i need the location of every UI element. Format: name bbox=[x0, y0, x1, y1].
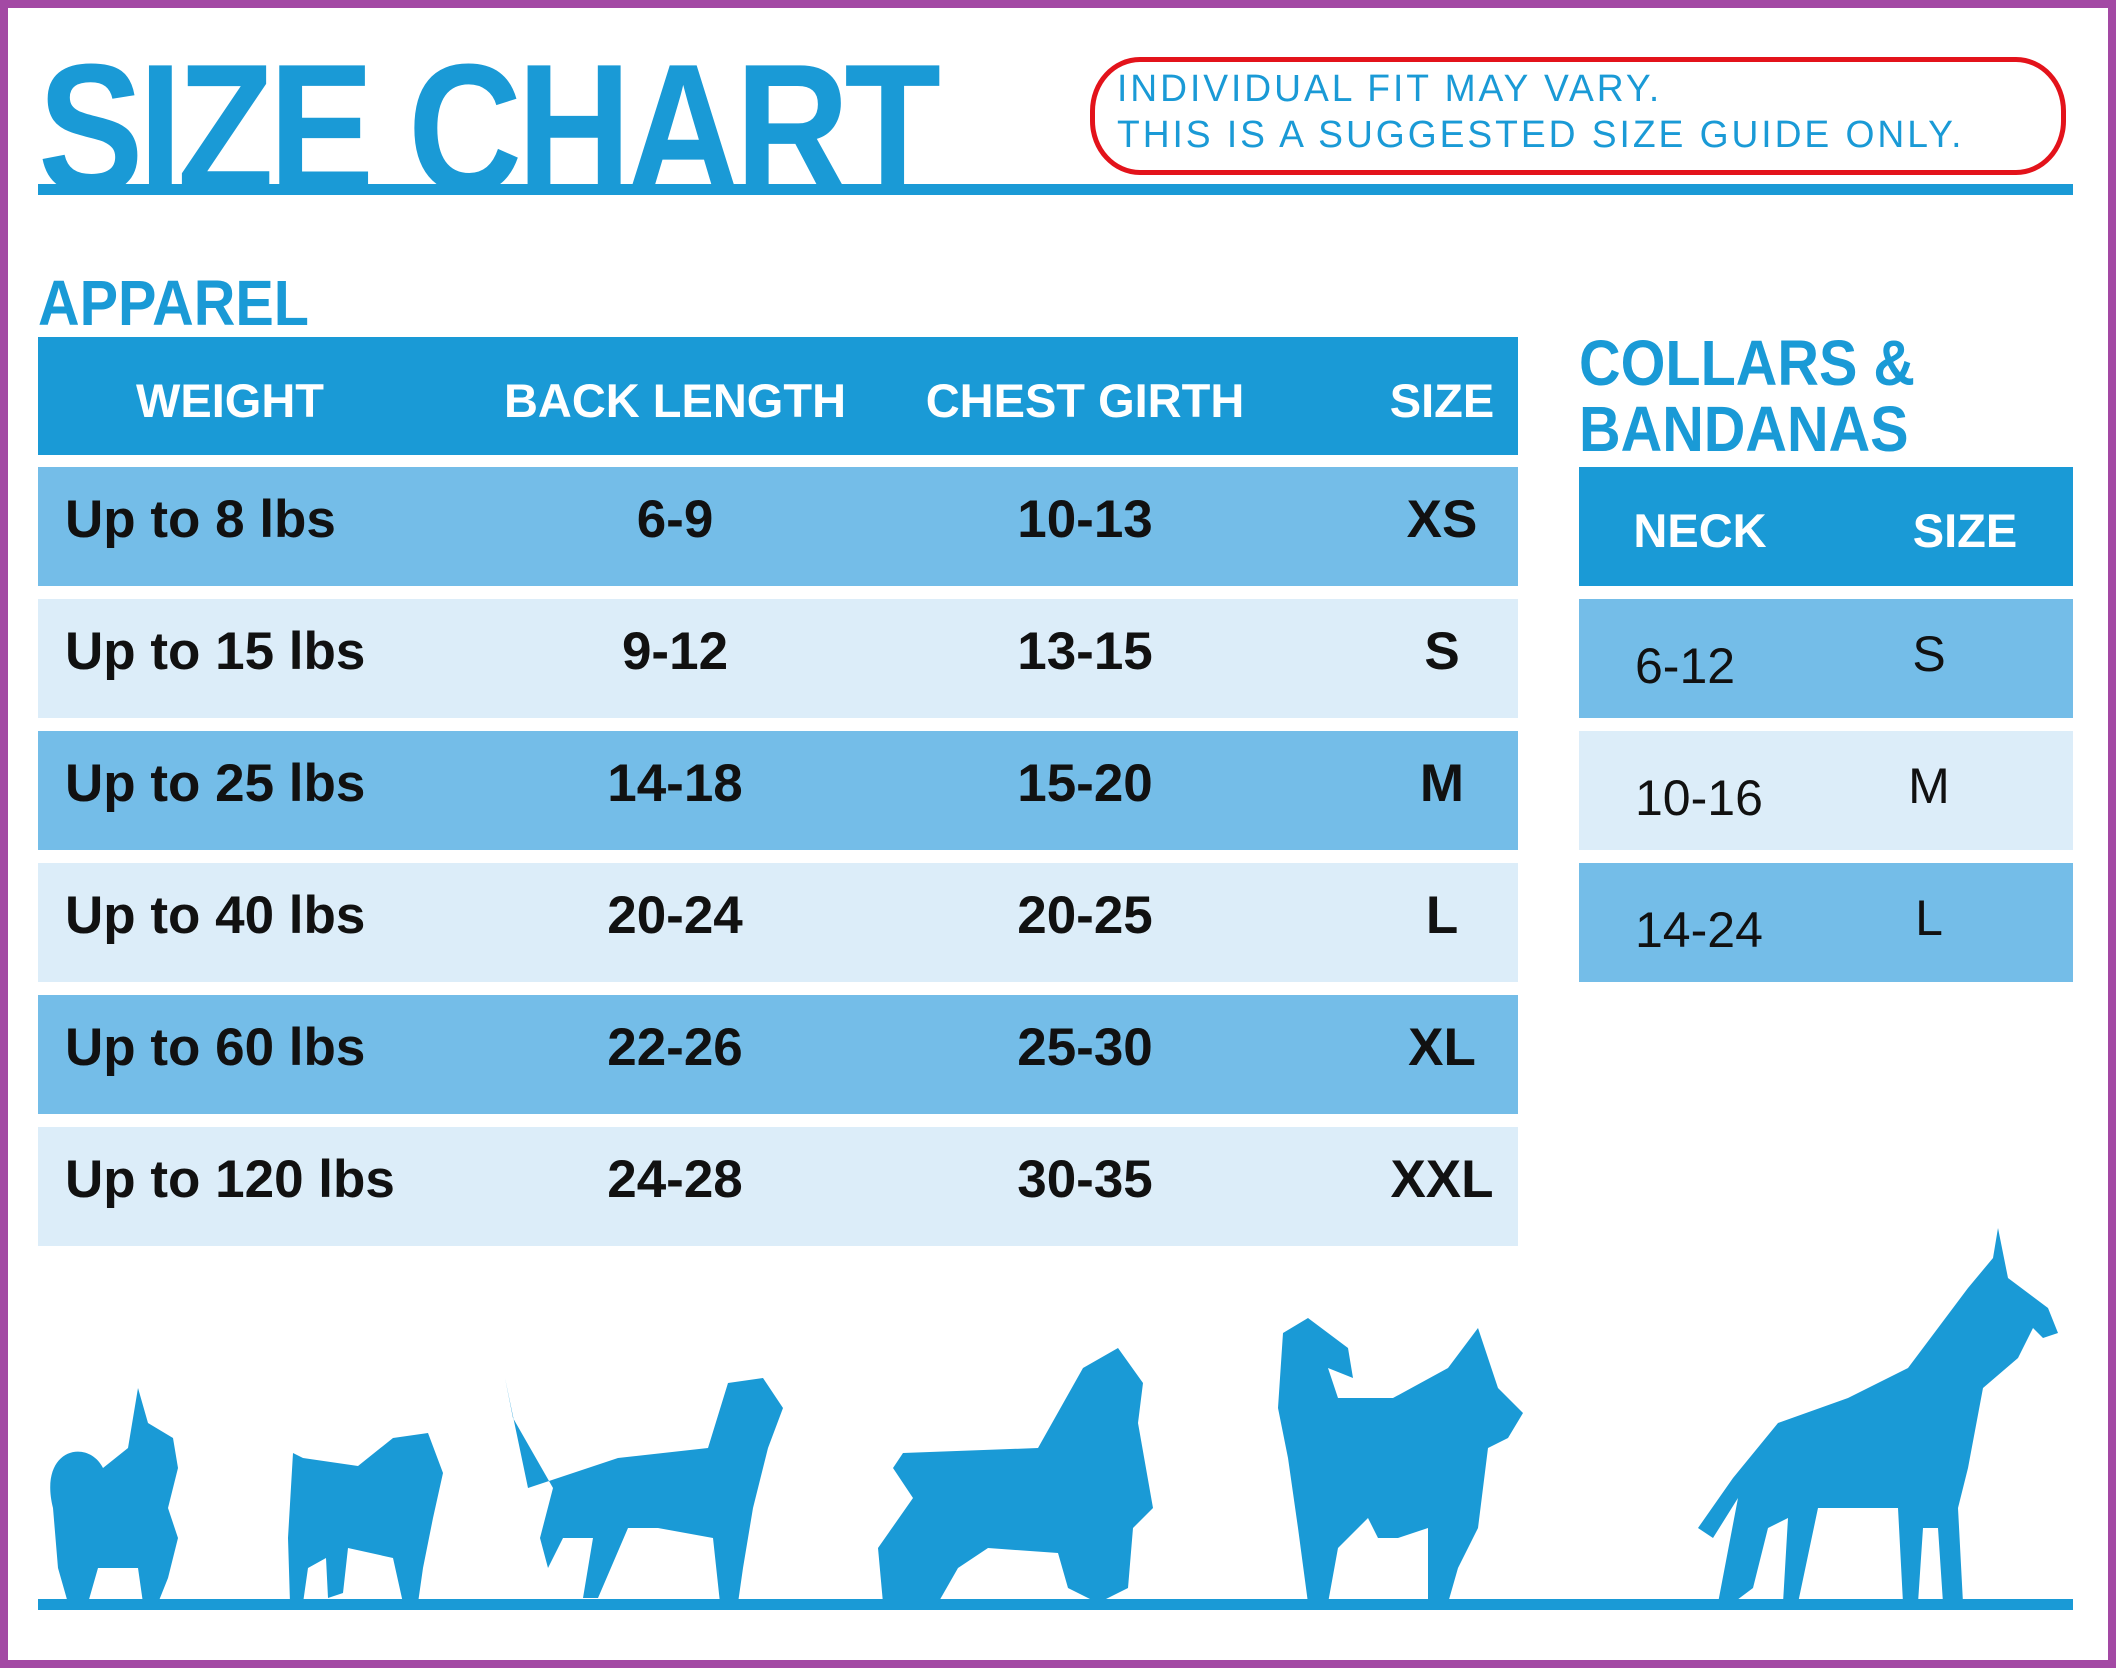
table-cell: 25-30 bbox=[1017, 1018, 1153, 1077]
table-cell: L bbox=[1915, 890, 1943, 946]
ground-line bbox=[38, 1599, 2073, 1610]
disclaimer-line-2: THIS IS A SUGGESTED SIZE GUIDE ONLY. bbox=[1117, 114, 1965, 156]
table-row: Up to 8 lbs 6-9 10-13 XS bbox=[38, 467, 1518, 586]
husky-icon bbox=[1278, 1318, 1523, 1603]
table-cell: 10-13 bbox=[1017, 490, 1153, 549]
table-cell: 20-24 bbox=[607, 886, 743, 945]
great-dane-icon bbox=[1698, 1228, 2058, 1603]
table-cell: Up to 25 lbs bbox=[65, 754, 366, 813]
table-cell: 6-12 bbox=[1635, 638, 1736, 694]
column-header: SIZE bbox=[1912, 504, 2018, 557]
beagle-icon bbox=[505, 1378, 783, 1603]
table-cell: L bbox=[1425, 886, 1459, 945]
apparel-header-row: WEIGHT BACK LENGTH CHEST GIRTH SIZE bbox=[38, 337, 1518, 455]
table-cell: M bbox=[1419, 754, 1465, 813]
table-cell: 30-35 bbox=[1017, 1150, 1153, 1209]
column-header: WEIGHT bbox=[136, 374, 324, 427]
spaniel-icon bbox=[878, 1348, 1153, 1603]
pomeranian-icon bbox=[50, 1388, 178, 1603]
table-cell: Up to 120 lbs bbox=[65, 1150, 395, 1209]
column-header: SIZE bbox=[1389, 374, 1495, 427]
column-header: NECK bbox=[1633, 504, 1767, 557]
table-cell: 6-9 bbox=[636, 490, 714, 549]
table-cell: 20-25 bbox=[1017, 886, 1153, 945]
table-row: Up to 120 lbs 24-28 30-35 XXL bbox=[38, 1127, 1518, 1246]
table-row: Up to 40 lbs 20-24 20-25 L bbox=[38, 863, 1518, 982]
collars-header-row: NECK SIZE bbox=[1579, 467, 2073, 586]
table-cell: XXL bbox=[1390, 1150, 1494, 1209]
table-row: 10-16 M bbox=[1579, 731, 2073, 850]
disclaimer-box: INDIVIDUAL FIT MAY VARY. THIS IS A SUGGE… bbox=[1090, 57, 2066, 175]
table-row: 14-24 L bbox=[1579, 863, 2073, 982]
table-cell: Up to 60 lbs bbox=[65, 1018, 366, 1077]
table-cell: XL bbox=[1408, 1018, 1476, 1077]
table-cell: 14-24 bbox=[1635, 902, 1763, 958]
table-cell: 14-18 bbox=[607, 754, 743, 813]
table-row: Up to 25 lbs 14-18 15-20 M bbox=[38, 731, 1518, 850]
apparel-heading: APPAREL bbox=[38, 267, 309, 339]
collars-heading-line-2: BANDANAS bbox=[1579, 393, 1909, 465]
table-row: Up to 60 lbs 22-26 25-30 XL bbox=[38, 995, 1518, 1114]
table-cell: Up to 15 lbs bbox=[65, 622, 366, 681]
collars-heading-line-1: COLLARS & bbox=[1579, 327, 1915, 399]
pug-icon bbox=[288, 1433, 443, 1603]
disclaimer-line-1: INDIVIDUAL FIT MAY VARY. bbox=[1117, 68, 1663, 110]
table-cell: Up to 40 lbs bbox=[65, 886, 366, 945]
table-cell: S bbox=[1424, 622, 1460, 681]
table-cell: 13-15 bbox=[1017, 622, 1153, 681]
table-cell: 24-28 bbox=[607, 1150, 743, 1209]
table-cell: 9-12 bbox=[621, 622, 729, 681]
table-cell: S bbox=[1912, 626, 1946, 682]
table-row: 6-12 S bbox=[1579, 599, 2073, 718]
column-header: BACK LENGTH bbox=[503, 374, 847, 427]
table-cell: 15-20 bbox=[1017, 754, 1153, 813]
table-cell: 22-26 bbox=[607, 1018, 743, 1077]
table-cell: Up to 8 lbs bbox=[65, 490, 336, 549]
table-cell: XS bbox=[1406, 490, 1478, 549]
title-rule bbox=[38, 184, 2073, 195]
table-cell: M bbox=[1908, 758, 1950, 814]
size-chart-sheet: SIZE CHART INDIVIDUAL FIT MAY VARY. THIS… bbox=[8, 8, 2108, 1660]
table-cell: 10-16 bbox=[1635, 770, 1763, 826]
dog-silhouettes bbox=[38, 1228, 2073, 1610]
column-header: CHEST GIRTH bbox=[925, 374, 1245, 427]
table-row: Up to 15 lbs 9-12 13-15 S bbox=[38, 599, 1518, 718]
